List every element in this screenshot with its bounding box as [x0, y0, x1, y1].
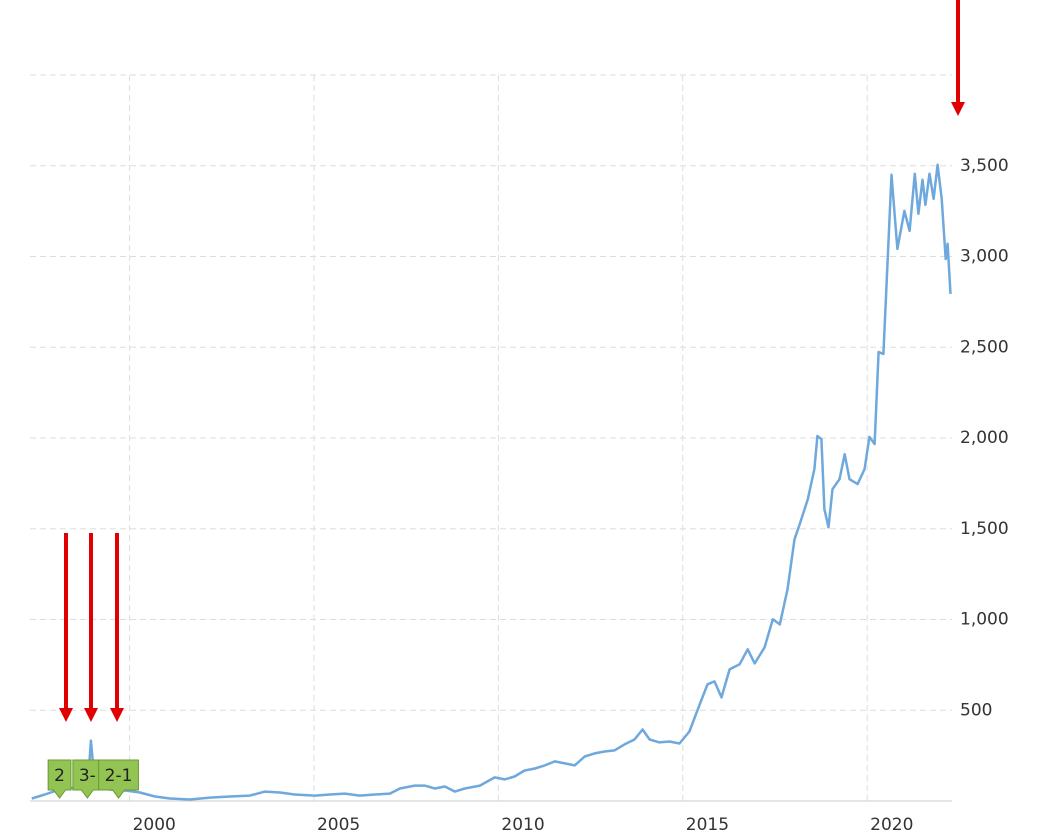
x-tick-label: 2015 — [686, 815, 729, 835]
split-flag — [98, 759, 139, 799]
x-tick-label: 2000 — [133, 815, 176, 835]
x-tick-label: 2020 — [870, 815, 913, 835]
arrow-head — [84, 708, 98, 722]
y-tick-label: 3,500 — [960, 156, 1009, 176]
arrow-head — [951, 102, 965, 116]
split-label: 2-1 — [105, 766, 133, 786]
y-tick-label: 2,000 — [960, 428, 1009, 448]
arrows — [59, 0, 965, 722]
split-flag — [47, 759, 72, 799]
y-tick-label: 1,500 — [960, 519, 1009, 539]
arrow-head — [59, 708, 73, 722]
split-label: 3- — [79, 766, 96, 786]
y-tick-label: 2,500 — [960, 337, 1009, 357]
arrow-head — [110, 708, 124, 722]
y-tick-label: 1,000 — [960, 610, 1009, 630]
x-tick-label: 2005 — [317, 815, 360, 835]
y-tick-label: 500 — [960, 700, 992, 720]
x-tick-label: 2010 — [501, 815, 544, 835]
price-line — [31, 163, 952, 801]
split-label: 2 — [54, 766, 65, 786]
y-tick-label: 3,000 — [960, 247, 1009, 267]
